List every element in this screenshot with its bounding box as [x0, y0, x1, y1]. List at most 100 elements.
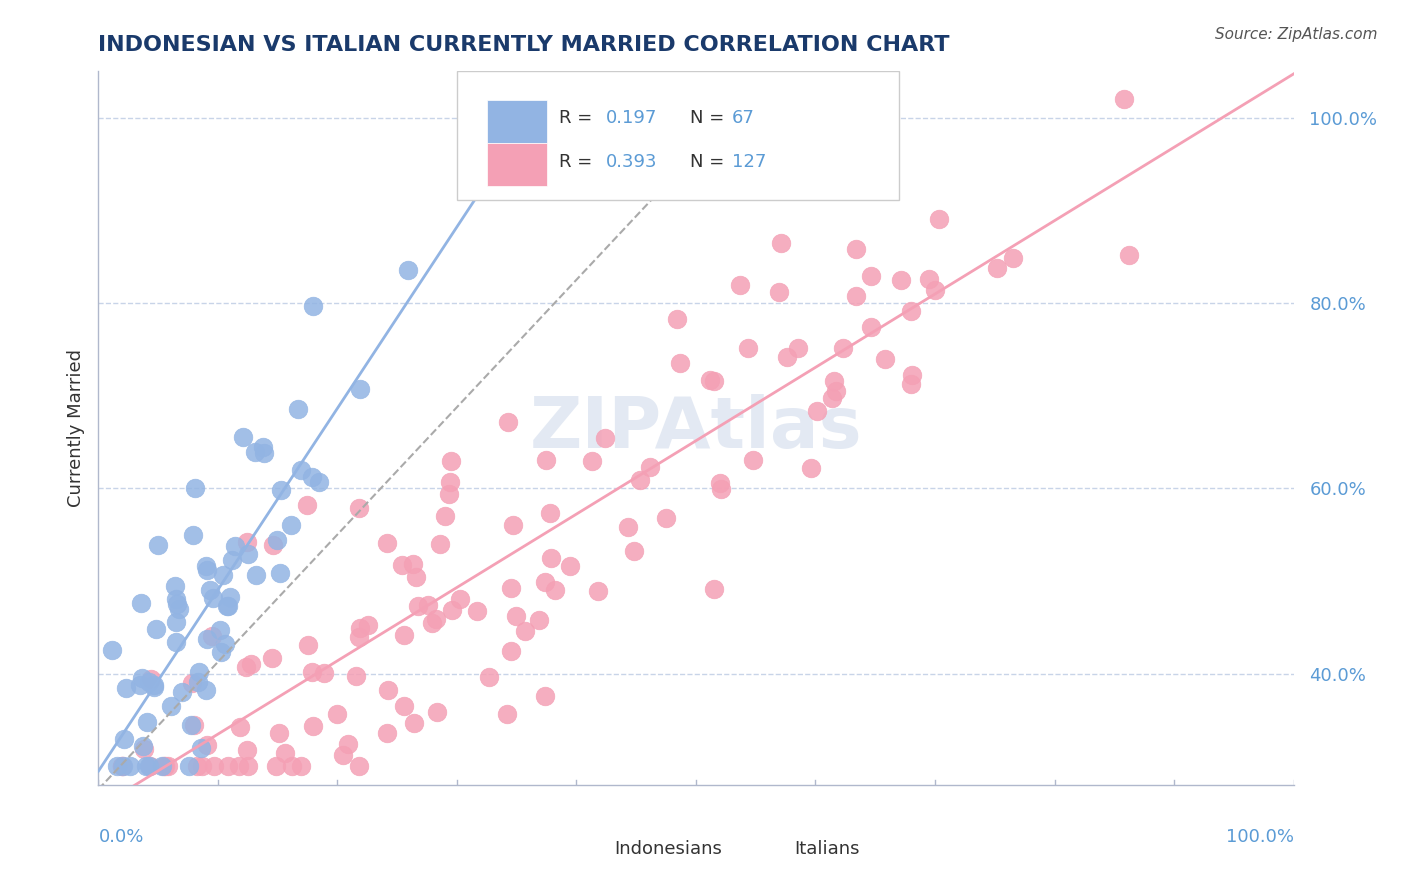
- Point: [332, 748, 354, 763]
- Point: [405, 570, 427, 584]
- Point: [142, 680, 165, 694]
- Point: [183, 718, 205, 732]
- Point: [301, 299, 323, 313]
- Point: [132, 739, 155, 753]
- Point: [308, 475, 330, 490]
- Text: 127: 127: [733, 153, 766, 171]
- Point: [150, 759, 173, 773]
- Point: [297, 638, 319, 652]
- Point: [499, 582, 522, 596]
- Point: [208, 624, 231, 638]
- Point: [183, 482, 205, 496]
- Point: [501, 644, 523, 658]
- Point: [402, 557, 425, 571]
- Point: [217, 599, 239, 613]
- Point: [478, 670, 501, 684]
- Point: [741, 452, 763, 467]
- Point: [118, 759, 141, 773]
- Point: [349, 382, 371, 396]
- Text: Indonesians: Indonesians: [614, 840, 723, 858]
- Point: [845, 289, 868, 303]
- Point: [665, 311, 688, 326]
- Point: [859, 319, 882, 334]
- Point: [166, 635, 188, 649]
- Point: [709, 475, 731, 490]
- Point: [211, 645, 233, 659]
- Point: [768, 285, 790, 299]
- Point: [274, 746, 297, 760]
- Text: R =: R =: [558, 153, 598, 171]
- Point: [496, 153, 519, 167]
- Text: 0.197: 0.197: [606, 109, 658, 127]
- Point: [187, 674, 209, 689]
- Point: [195, 738, 218, 752]
- Point: [900, 376, 922, 391]
- Point: [269, 566, 291, 580]
- Point: [396, 263, 419, 277]
- Point: [440, 454, 463, 468]
- Point: [536, 453, 558, 467]
- FancyBboxPatch shape: [486, 143, 547, 186]
- Point: [623, 544, 645, 558]
- Point: [314, 666, 336, 681]
- Point: [200, 629, 222, 643]
- Point: [217, 759, 239, 773]
- Point: [440, 603, 463, 617]
- Point: [347, 631, 370, 645]
- FancyBboxPatch shape: [738, 831, 792, 867]
- Point: [402, 715, 425, 730]
- Point: [214, 637, 236, 651]
- Point: [728, 277, 751, 292]
- Point: [669, 356, 692, 370]
- Point: [115, 681, 138, 695]
- Point: [502, 517, 524, 532]
- Point: [135, 714, 157, 729]
- Point: [153, 759, 176, 773]
- Point: [253, 446, 276, 460]
- Point: [243, 445, 266, 459]
- Point: [581, 454, 603, 468]
- Point: [264, 759, 287, 773]
- Point: [224, 539, 246, 553]
- Point: [235, 660, 257, 674]
- Point: [544, 583, 567, 598]
- Point: [439, 475, 461, 489]
- Point: [534, 574, 557, 589]
- Point: [513, 624, 536, 639]
- Point: [141, 672, 163, 686]
- Point: [375, 726, 398, 740]
- Text: 100.0%: 100.0%: [1226, 828, 1294, 846]
- Point: [505, 608, 527, 623]
- Point: [290, 759, 312, 773]
- Point: [236, 759, 259, 773]
- Point: [177, 759, 200, 773]
- Point: [165, 592, 187, 607]
- Point: [820, 391, 842, 405]
- Point: [238, 547, 260, 561]
- Point: [236, 535, 259, 549]
- Point: [146, 538, 169, 552]
- Point: [221, 553, 243, 567]
- Point: [302, 719, 325, 733]
- Point: [710, 482, 733, 496]
- Point: [153, 759, 176, 773]
- FancyBboxPatch shape: [558, 831, 613, 867]
- Point: [135, 759, 157, 773]
- Point: [260, 651, 283, 665]
- Point: [165, 615, 187, 629]
- Text: R =: R =: [558, 109, 598, 127]
- Point: [267, 726, 290, 740]
- Point: [138, 759, 160, 773]
- Point: [465, 604, 488, 618]
- Point: [232, 430, 254, 444]
- Point: [534, 690, 557, 704]
- Point: [538, 506, 561, 520]
- Point: [219, 590, 242, 604]
- Point: [111, 759, 134, 773]
- Point: [212, 568, 235, 582]
- Point: [449, 592, 471, 607]
- Point: [769, 235, 792, 250]
- Point: [215, 599, 238, 613]
- Point: [825, 384, 848, 398]
- Point: [112, 759, 135, 773]
